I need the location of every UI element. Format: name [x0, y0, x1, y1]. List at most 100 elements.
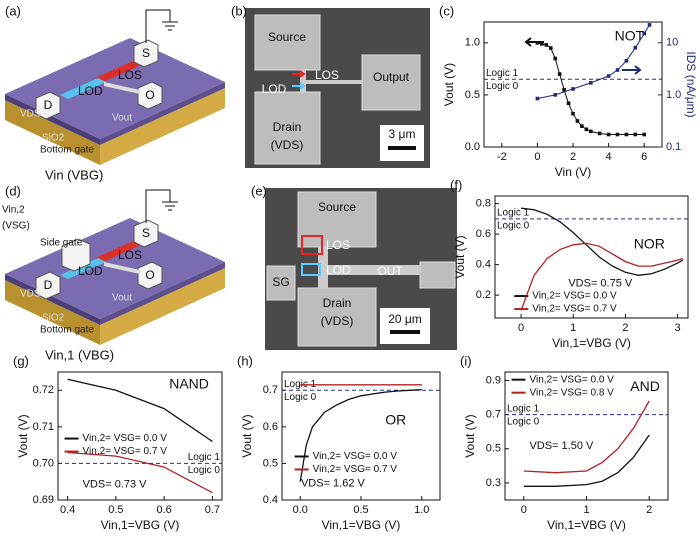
panel-label: (f) [450, 177, 462, 192]
pad [297, 287, 377, 347]
logic-label: Logic 1 [507, 403, 540, 414]
y-tick-label: 0.4 [263, 494, 278, 506]
box-os [301, 235, 323, 255]
diagram-label: SiO2 [42, 133, 65, 144]
source-pad [133, 219, 159, 248]
scale-box [380, 125, 424, 161]
pad [297, 191, 377, 248]
panel-label: (i) [460, 353, 472, 368]
legend-label: Vin,2= VSG= 0.0 V [313, 451, 398, 462]
point [624, 59, 629, 63]
sem-label: 3 μm [389, 127, 416, 141]
diagram-label: Vin,2 [2, 205, 25, 216]
diagram-label: Vout [112, 113, 132, 124]
side-gate [61, 238, 91, 272]
x-tick-label: 2 [646, 504, 652, 516]
x-tick-label: -2 [497, 151, 507, 163]
y-axis-label: Vout (V) [442, 63, 456, 106]
point [633, 132, 638, 137]
sem-label: Drain [323, 296, 352, 310]
sem-label: Output [373, 70, 410, 84]
panel-label: (g) [13, 353, 29, 368]
point [584, 127, 589, 132]
point [606, 132, 611, 137]
diagram-label: LOS [118, 68, 142, 82]
diagram-label: LOS [118, 248, 142, 262]
logic-label: Logic 0 [497, 221, 530, 232]
sem-label: LOS [315, 68, 339, 82]
sem-label: Source [318, 200, 356, 214]
logic-label: Logic 0 [188, 465, 221, 476]
pad [266, 265, 296, 301]
logic-label: Logic 0 [486, 81, 519, 92]
x-tick-label: 0.0 [293, 504, 308, 516]
bottom-gate-front [5, 280, 100, 345]
pad [254, 91, 321, 165]
scale-bar [388, 146, 416, 150]
y-tick-label: 0.71 [33, 421, 54, 433]
sem-label: SG [272, 275, 289, 289]
sem-label: LOD [262, 82, 287, 96]
output-lead [104, 82, 140, 94]
panel-label: (h) [237, 353, 253, 368]
bottom-gate-side [100, 88, 225, 165]
diagram-label: LOD [78, 264, 103, 278]
annotation: VDS= 1.50 V [529, 440, 594, 452]
point [647, 23, 652, 27]
y-tick-label: 0.2 [476, 289, 491, 301]
channel-os [95, 238, 148, 262]
x-tick-label: 1 [570, 322, 576, 334]
x-tick-label: 0.5 [108, 504, 123, 516]
legend-label: Vin,2= VSG= 0.0 V [532, 291, 617, 302]
x-tick-label: 0.5 [353, 504, 368, 516]
sem-label: Drain [273, 120, 302, 134]
y-tick-label: 1.0 [465, 37, 480, 49]
x-tick-label: 0.6 [156, 504, 171, 516]
oxide-front [5, 274, 100, 325]
series-line [523, 434, 650, 487]
y-axis-label: Vout (V) [16, 414, 30, 457]
scale-box [380, 308, 430, 344]
y-axis-label: Vout (V) [463, 414, 477, 457]
point [633, 45, 638, 50]
source-pad [133, 39, 159, 68]
sem-label: LOS [326, 238, 350, 252]
y-tick-label: 0.70 [33, 457, 54, 469]
y-tick-label: 0.3 [486, 477, 501, 489]
diagram-label: D [44, 98, 53, 112]
x-tick-label: 2 [570, 151, 576, 163]
point [642, 31, 646, 36]
drain-pad [35, 271, 61, 300]
point [606, 74, 611, 78]
oxide-front [5, 94, 100, 145]
x-tick-label: 1.0 [414, 504, 429, 516]
diagram-label: O [145, 88, 154, 102]
x-axis-label: Vin (V) [555, 165, 591, 179]
annotation: NOT [615, 28, 645, 44]
legend-label: Vin,2= VSG= 0.0 V [83, 433, 168, 444]
x-axis-label: Vin,1=VBG (V) [547, 518, 626, 532]
series-line [521, 207, 684, 276]
x-tick-label: 4 [606, 151, 612, 163]
y2-tick-label: 0.1 [666, 141, 681, 153]
diagram-label: VDS [20, 289, 41, 300]
annotation: VDS= 1.62 V [301, 477, 366, 489]
x-axis-label: Vin,1=VBG (V) [322, 518, 401, 532]
point [562, 87, 566, 92]
annotation: AND [630, 378, 660, 394]
y-tick-label: 0.69 [33, 494, 54, 506]
diagram-label: SiO2 [42, 313, 65, 324]
legend-label: Vin,2= VSG= 0.8 V [530, 387, 615, 398]
logic-label: Logic 1 [497, 208, 530, 219]
channel-od [60, 78, 106, 99]
pad [361, 54, 421, 111]
axis-arrow [524, 37, 544, 47]
scale-bar [390, 330, 420, 334]
series-line [520, 242, 683, 311]
ground-wire [145, 189, 178, 223]
label: (d) [5, 183, 21, 198]
y-tick-label: 0.7 [263, 384, 278, 396]
arrow-blue [292, 82, 306, 90]
point [571, 111, 575, 116]
